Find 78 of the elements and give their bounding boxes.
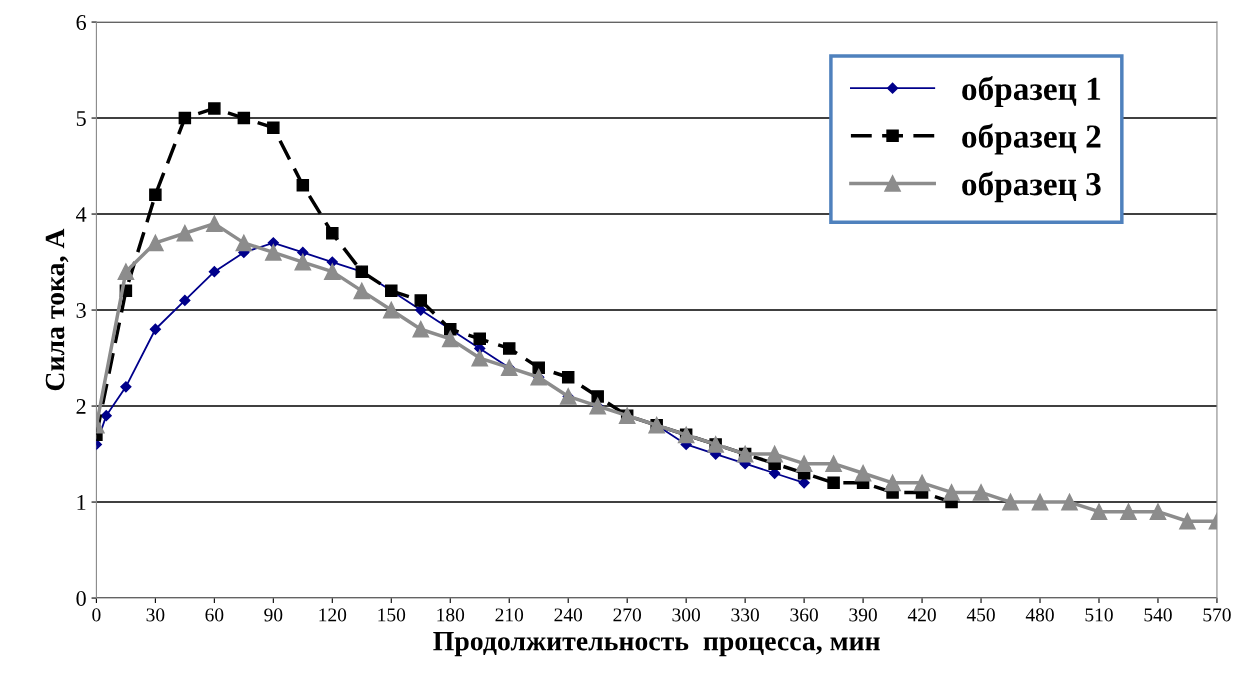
- point: [206, 215, 223, 232]
- point: [1031, 493, 1049, 511]
- x-tick-label: 360: [790, 608, 818, 622]
- x-tick-label: 0: [92, 608, 101, 622]
- y-tick-label: 5: [76, 111, 86, 126]
- point: [825, 455, 842, 472]
- point: [854, 464, 872, 482]
- legend-label: образец 3: [962, 171, 1101, 203]
- x-tick-label: 60: [205, 608, 224, 622]
- point: [147, 234, 164, 252]
- point: [972, 484, 990, 501]
- x-tick-label: 450: [966, 608, 995, 622]
- legend-label: образец 1: [962, 75, 1101, 107]
- point: [149, 188, 162, 202]
- point: [235, 234, 253, 252]
- point: [1061, 493, 1078, 511]
- point: [1149, 503, 1167, 520]
- x-tick-label: 120: [319, 608, 347, 622]
- point: [471, 349, 489, 367]
- point: [237, 111, 251, 125]
- y-tick-label: 3: [76, 303, 86, 318]
- x-tick-label: 510: [1085, 608, 1113, 622]
- y-tick-label: 4: [76, 207, 87, 222]
- point: [264, 244, 282, 261]
- point: [149, 323, 161, 335]
- x-tick-label: 240: [554, 608, 583, 622]
- point: [353, 282, 371, 300]
- point: [532, 361, 545, 374]
- point: [176, 224, 194, 242]
- point: [561, 370, 575, 384]
- x-tick-label: 150: [378, 608, 406, 622]
- point: [323, 263, 341, 280]
- point: [208, 102, 221, 115]
- legend-label: образец 2: [962, 123, 1101, 155]
- point: [502, 342, 516, 355]
- x-tick-label: 570: [1203, 608, 1231, 622]
- x-tick-label: 330: [731, 608, 759, 622]
- point: [326, 226, 339, 240]
- point: [795, 455, 813, 472]
- x-tick-label: 390: [849, 608, 877, 622]
- point: [412, 320, 430, 338]
- point: [208, 266, 220, 278]
- point: [441, 330, 459, 348]
- point: [100, 410, 112, 422]
- x-tick-label: 210: [495, 608, 524, 622]
- point: [766, 445, 783, 463]
- y-axis-title: Сила тока, А: [45, 228, 69, 391]
- point: [1120, 503, 1137, 520]
- x-tick-label: 420: [907, 608, 936, 622]
- point: [473, 332, 486, 346]
- x-tick-label: 480: [1025, 608, 1054, 622]
- point: [943, 484, 960, 501]
- point: [1002, 493, 1019, 511]
- x-tick-label: 300: [672, 608, 700, 622]
- point: [178, 111, 192, 125]
- point: [414, 294, 428, 307]
- point: [267, 121, 280, 134]
- x-tick-label: 30: [146, 608, 165, 622]
- point: [827, 476, 840, 490]
- x-tick-label: 90: [264, 608, 283, 622]
- x-axis-title: Продолжительность процесса, мин: [433, 632, 880, 657]
- point: [1090, 503, 1108, 520]
- point: [296, 178, 310, 192]
- point: [179, 294, 191, 307]
- y-tick-label: 0: [76, 590, 86, 606]
- y-tick-label: 6: [76, 15, 87, 30]
- x-tick-label: 540: [1144, 608, 1172, 622]
- x-tick-label: 180: [437, 608, 465, 622]
- point: [294, 253, 312, 271]
- point: [884, 474, 901, 492]
- x-tick-label: 270: [613, 608, 642, 622]
- point: [382, 301, 400, 319]
- point: [913, 474, 931, 492]
- point: [117, 263, 135, 280]
- point: [120, 381, 132, 393]
- point: [1179, 512, 1196, 530]
- y-tick-label: 1: [77, 495, 86, 510]
- y-tick-label: 2: [76, 399, 86, 414]
